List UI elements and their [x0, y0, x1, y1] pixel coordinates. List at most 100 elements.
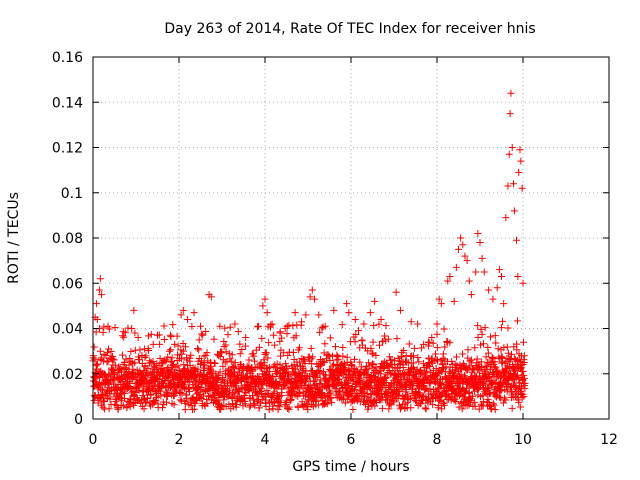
data-point — [469, 364, 477, 372]
data-point — [429, 339, 437, 347]
data-point — [91, 355, 99, 363]
data-point — [457, 370, 465, 378]
data-point — [229, 400, 237, 408]
data-point — [404, 399, 412, 407]
data-point — [142, 398, 150, 406]
data-point — [262, 364, 270, 372]
data-point — [478, 364, 486, 372]
data-point — [144, 395, 152, 403]
data-point — [515, 168, 523, 176]
data-point — [484, 349, 492, 357]
data-point — [277, 392, 285, 400]
data-point — [289, 348, 297, 356]
data-point — [463, 402, 471, 410]
y-tick-label: 0.12 — [52, 141, 83, 157]
data-point — [182, 399, 190, 407]
data-point — [278, 389, 286, 397]
data-point — [479, 398, 487, 406]
data-point — [495, 393, 503, 401]
data-point — [367, 379, 375, 387]
data-point — [165, 347, 173, 355]
data-point — [99, 403, 107, 411]
data-point — [480, 340, 488, 348]
data-point — [395, 391, 403, 399]
data-point — [134, 334, 142, 342]
data-point — [298, 318, 306, 326]
y-axis-ticks: 0 0.02 0.04 0.06 0.08 0.1 0.12 0.14 0.16 — [52, 50, 609, 428]
data-point — [196, 391, 204, 399]
data-point — [467, 291, 475, 299]
data-point — [265, 406, 273, 414]
data-point — [435, 295, 443, 303]
data-point — [515, 398, 523, 406]
data-point — [200, 352, 208, 360]
data-point — [517, 157, 525, 165]
data-point — [174, 342, 182, 350]
data-point — [498, 272, 505, 280]
data-point — [474, 385, 482, 393]
data-point — [96, 347, 104, 355]
data-point — [494, 345, 502, 353]
data-point — [225, 400, 233, 408]
data-point — [184, 315, 192, 323]
data-point — [96, 372, 104, 380]
data-point — [181, 406, 189, 414]
data-point — [178, 389, 186, 397]
data-point — [349, 406, 357, 414]
data-point — [147, 390, 155, 398]
data-point — [318, 324, 326, 332]
data-point — [378, 380, 386, 388]
data-point — [173, 387, 181, 395]
data-point — [413, 365, 421, 373]
data-point — [324, 351, 332, 359]
data-point — [140, 405, 148, 413]
data-point — [95, 286, 103, 294]
data-point — [255, 322, 263, 330]
data-point — [387, 361, 395, 369]
data-point — [458, 405, 466, 413]
y-tick-label: 0.14 — [52, 95, 83, 111]
data-point — [375, 385, 383, 393]
data-point — [378, 404, 386, 412]
data-point — [117, 367, 125, 375]
data-point — [341, 399, 349, 407]
data-point — [479, 391, 487, 399]
data-point — [156, 340, 164, 348]
data-point — [96, 275, 104, 283]
data-point — [256, 384, 264, 392]
data-point — [518, 184, 526, 192]
data-point — [166, 331, 174, 339]
data-point — [382, 379, 390, 387]
data-point — [185, 387, 193, 395]
data-point — [160, 322, 168, 330]
data-point — [119, 375, 127, 383]
data-point — [171, 340, 179, 348]
data-point — [102, 389, 110, 397]
data-point — [92, 300, 100, 308]
data-point — [147, 330, 155, 338]
data-point — [107, 348, 115, 356]
data-point — [93, 360, 101, 368]
x-axis-label: GPS time / hours — [292, 459, 409, 475]
data-point — [236, 340, 244, 348]
data-point — [488, 405, 496, 413]
data-point — [446, 272, 454, 280]
data-point — [309, 353, 317, 361]
data-point — [194, 365, 202, 373]
data-point — [112, 361, 120, 369]
data-point — [474, 229, 482, 237]
data-point — [283, 330, 291, 338]
data-point — [135, 356, 143, 364]
data-point — [296, 358, 304, 366]
data-point — [285, 372, 293, 380]
data-point — [503, 343, 511, 351]
data-point — [187, 351, 195, 359]
data-point — [142, 352, 150, 360]
data-point — [518, 394, 526, 402]
data-point — [292, 391, 300, 399]
data-point — [452, 398, 460, 406]
data-point — [204, 392, 212, 400]
data-point — [149, 340, 157, 348]
data-point — [291, 309, 299, 317]
data-point — [321, 322, 329, 330]
